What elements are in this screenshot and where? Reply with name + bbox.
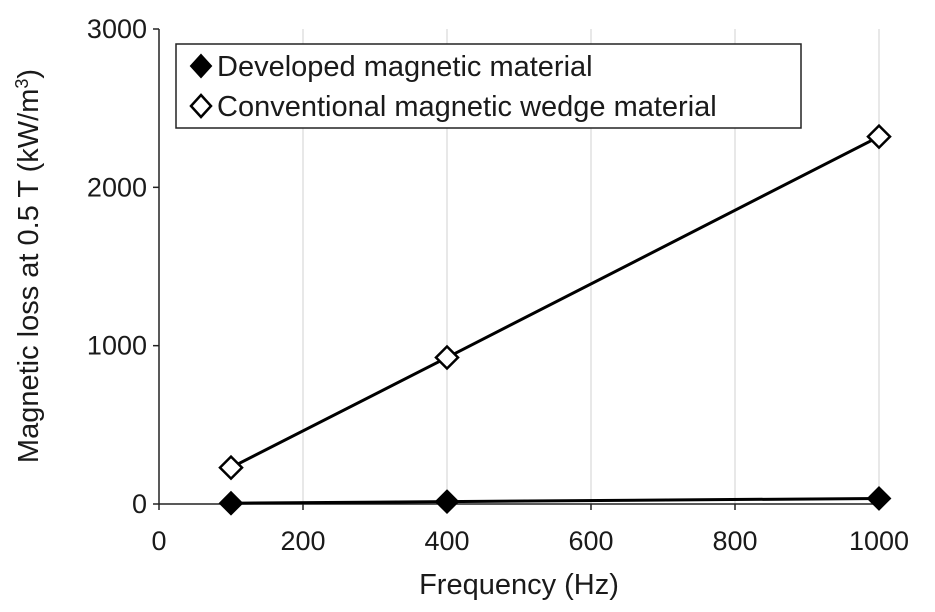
legend-marker-conventional [189,93,213,119]
x-tick-label-800: 800 [712,526,757,556]
legend-label-conventional: Conventional magnetic wedge material [217,91,717,123]
point-developed-400 [434,489,460,515]
legend-label-developed: Developed magnetic material [217,51,593,83]
x-tick-label-200: 200 [280,526,325,556]
point-conventional-100 [218,454,244,481]
point-conventional-400 [434,344,460,371]
series-lines [230,135,880,505]
point-developed-1000 [866,486,892,511]
legend-box [175,43,802,129]
point-developed-100 [218,490,244,516]
x-tick-labels: 0 200 400 600 800 1000 [151,526,909,556]
x-tick-label-400: 400 [424,526,469,556]
y-tick-label-1000: 1000 [87,331,147,361]
series-line-developed [230,496,880,505]
legend-marker-developed [189,53,213,79]
x-tick-label-0: 0 [151,526,166,556]
x-tick-label-600: 600 [568,526,613,556]
series-points [218,123,892,516]
y-tick-label-3000: 3000 [87,14,147,44]
y-tick-labels: 0 1000 2000 3000 [87,14,147,519]
series-line-conventional [230,135,880,469]
y-tick-label-0: 0 [132,489,147,519]
x-tick-label-1000: 1000 [849,526,909,556]
y-axis-title: Magnetic loss at 0.5 T (kW/m3) [12,69,45,463]
y-axis-title-close: ) [13,69,45,79]
legend: Developed magnetic material Conventional… [175,43,802,129]
y-axis-title-superscript: 3 [12,79,32,89]
y-tick-label-2000: 2000 [87,172,147,202]
point-conventional-1000 [866,123,892,150]
y-axis-title-main: Magnetic loss at 0.5 T (kW/m [13,89,45,463]
x-axis-title: Frequency (Hz) [419,569,619,601]
